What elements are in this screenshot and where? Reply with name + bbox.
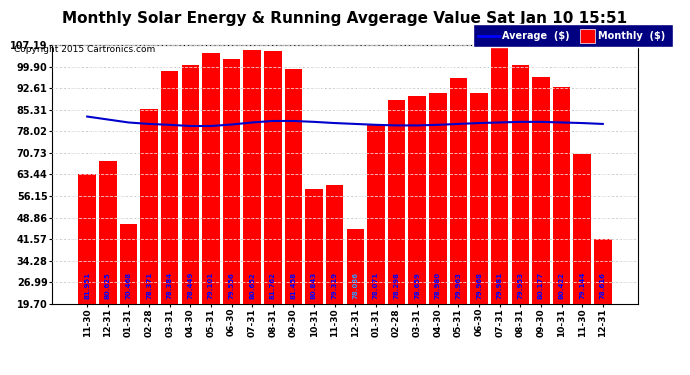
Text: 81.762: 81.762 [270,273,276,299]
Text: 78.980: 78.980 [435,272,441,299]
Text: 79.968: 79.968 [476,272,482,299]
Bar [573,153,591,304]
Text: 78.071: 78.071 [373,272,379,299]
Bar [140,109,158,304]
Bar [491,45,509,304]
Text: 79.953: 79.953 [518,272,523,299]
Text: 78.298: 78.298 [393,272,400,299]
Text: 78.036: 78.036 [353,272,358,299]
Text: 79.144: 79.144 [579,272,585,299]
Bar [429,93,446,304]
Text: 79.981: 79.981 [497,272,503,299]
Text: 79.319: 79.319 [332,272,337,299]
Text: 79.556: 79.556 [228,273,235,299]
Bar [367,124,385,304]
Text: 78.371: 78.371 [146,272,152,299]
Bar [326,184,344,304]
Bar [264,51,282,304]
Bar [161,71,179,304]
Text: Average  ($): Average ($) [502,31,569,40]
Text: 70.468: 70.468 [126,272,131,299]
Bar [285,69,302,304]
Bar [346,229,364,304]
Text: 80.843: 80.843 [311,272,317,299]
Text: 79.963: 79.963 [455,272,462,299]
Text: 81.458: 81.458 [290,272,297,299]
Bar [532,76,550,304]
Text: 79.101: 79.101 [208,272,214,299]
Bar [388,100,405,304]
Text: 78.659: 78.659 [414,273,420,299]
Text: 80.422: 80.422 [559,272,564,299]
Bar [244,50,261,304]
Bar [223,59,240,304]
Text: 80.652: 80.652 [249,273,255,299]
Text: Monthly  ($): Monthly ($) [598,31,665,40]
Bar [553,87,571,304]
Bar [471,93,488,304]
Text: 80.625: 80.625 [105,273,111,299]
Bar [99,161,117,304]
Bar [511,65,529,304]
Bar [408,96,426,304]
Text: 81.951: 81.951 [84,272,90,299]
Bar [450,78,467,304]
Bar [119,225,137,304]
Bar [202,53,219,304]
Bar [79,174,96,304]
Text: 78.449: 78.449 [187,272,193,299]
Text: 78.616: 78.616 [600,273,606,299]
Bar [181,65,199,304]
Bar [305,189,323,304]
Text: 78.384: 78.384 [167,272,172,299]
Text: 80.177: 80.177 [538,272,544,299]
Text: Monthly Solar Energy & Running Avgerage Value Sat Jan 10 15:51: Monthly Solar Energy & Running Avgerage … [62,11,628,26]
Text: Copyright 2015 Cartronics.com: Copyright 2015 Cartronics.com [14,45,155,54]
Bar [594,239,611,304]
